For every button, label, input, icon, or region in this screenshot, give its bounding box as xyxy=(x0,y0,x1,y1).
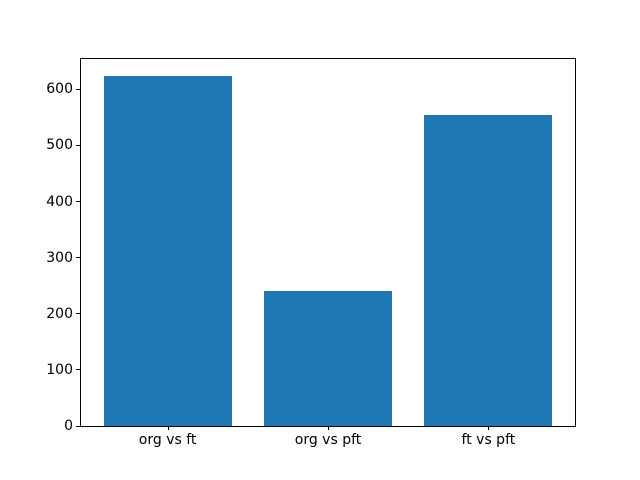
plot-area: org vs ft org vs pft ft vs pft 0 100 200 300 40… xyxy=(46,58,576,447)
y-tick-label: 300 xyxy=(46,249,73,266)
x-tick-label: ft vs pft xyxy=(461,432,516,448)
y-tick-label: 100 xyxy=(46,361,73,378)
x-tick-label: org vs pft xyxy=(294,432,362,448)
y-tick-label: 600 xyxy=(46,81,73,98)
y-tick-mark xyxy=(76,257,80,259)
y-tick-label: 400 xyxy=(46,193,73,210)
y-tick-label: 200 xyxy=(46,305,73,322)
y-tick-mark xyxy=(76,313,80,315)
x-tick-mark xyxy=(328,426,329,430)
x-tick-label: org vs ft xyxy=(138,432,197,448)
y-tick-label: 0 xyxy=(64,418,73,434)
bar-org-vs-pft xyxy=(263,291,393,426)
y-tick-label: 500 xyxy=(46,137,73,154)
bar-org-vs-ft xyxy=(103,76,232,426)
y-tick-mark xyxy=(76,425,80,427)
x-tick-mark xyxy=(488,426,490,430)
y-tick-mark xyxy=(76,369,80,371)
y-tick-mark xyxy=(76,144,80,146)
bar-ft-vs-pft xyxy=(424,114,553,426)
y-tick-mark xyxy=(76,201,80,202)
y-tick-mark xyxy=(76,88,80,90)
x-tick-mark xyxy=(167,426,169,430)
